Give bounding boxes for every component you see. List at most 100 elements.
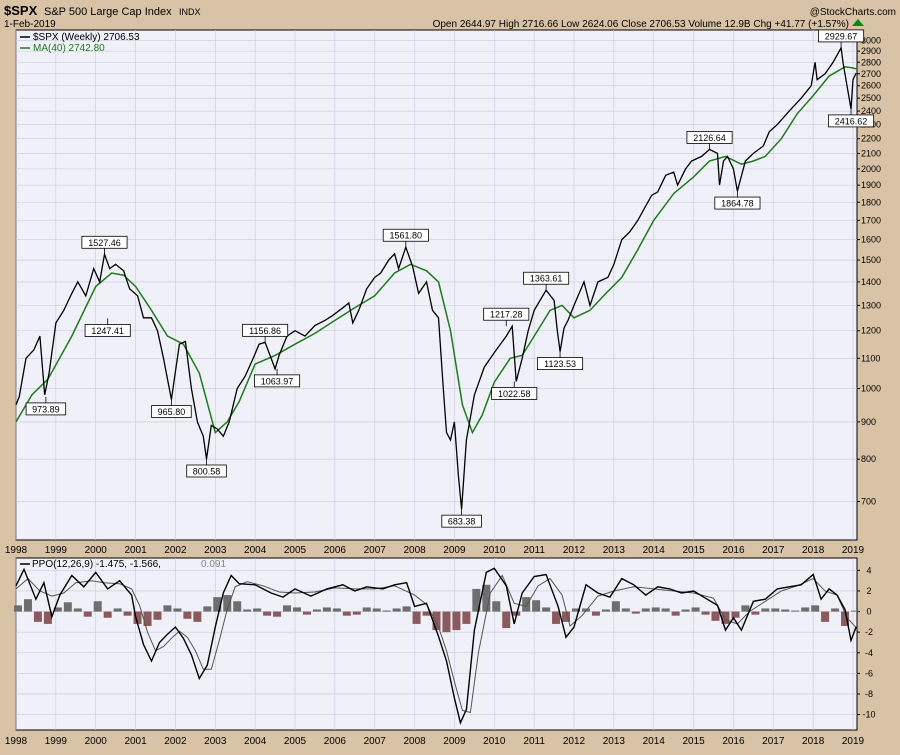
price-y-tick-label: 1900 [861,180,881,190]
ppo-histogram-bar [163,605,172,612]
ppo-histogram-bar [213,597,222,612]
ppo-histogram-bar [103,611,112,618]
ppo-legend-label: PPO(12,26,9) -1.475, -1.566, [32,559,161,570]
annotation-box [186,464,227,478]
annotation-label: 1022.58 [498,389,531,399]
ppo-histogram-bar [43,611,52,624]
ppo-histogram-bar [283,605,292,612]
ppo-histogram-bar [472,588,481,612]
ppo-histogram-bar [33,611,42,622]
annotation-box [81,235,128,249]
price-annotation: 2126.64 [686,131,733,150]
annotation-box [491,387,538,400]
price-y-tick-label: 2700 [861,69,881,79]
ppo-histogram-bar [741,605,750,612]
price-annotation: 1123.53 [537,351,584,371]
ppo-histogram-bar [13,605,22,612]
ppo-x-tick-label: 2002 [164,736,187,747]
ppo-histogram-bar [801,607,810,612]
ppo-histogram-bar [183,611,192,619]
ppo-histogram-bar [502,611,511,629]
ppo-histogram-bar [572,608,581,612]
ppo-histogram-bar [63,602,72,612]
ppo-histogram-bar [452,611,461,631]
annotation-label: 1864.78 [721,199,754,209]
price-annotation: 965.80 [151,399,192,418]
price-y-tick-label: 1300 [861,300,881,310]
ppo-histogram-bar [253,608,262,612]
ppo-histogram-bar [412,611,421,624]
price-y-tick-label: 2900 [861,46,881,56]
price-y-tick-label: 1700 [861,215,881,225]
price-annotation: 1217.28 [483,307,530,327]
ppo-histogram-bar [263,611,272,616]
price-x-tick-label: 2002 [164,545,187,556]
ppo-histogram-bar [671,611,680,616]
annotation-box [254,374,301,388]
price-x-tick-label: 2013 [603,545,626,556]
price-y-tick-label: 1500 [861,255,881,265]
price-annotation: 1156.86 [242,323,289,343]
annotation-label: 1527.46 [88,238,121,248]
ppo-histogram-bar [751,611,760,615]
annotation-label: 2416.62 [835,116,868,126]
price-legend-label: $SPX (Weekly) 2706.53 [33,32,140,43]
ppo-histogram-bar [173,608,182,612]
annotation-box [382,228,429,242]
annotation-box [537,357,584,371]
price-y-tick-label: 800 [861,454,876,464]
up-triangle-icon [852,19,864,26]
ppo-histogram-bar [233,601,242,612]
ppo-histogram-bar [591,611,600,616]
price-y-tick-label: 2400 [861,106,881,116]
ppo-histogram-bar [482,584,491,612]
annotation-label: 1123.53 [544,359,576,369]
annotation-box [441,514,482,528]
ppo-histogram-bar [581,608,590,612]
price-x-tick-label: 2007 [364,545,387,556]
price-x-tick-label: 2015 [682,545,705,556]
ppo-x-tick-label: 2004 [244,736,267,747]
annotation-label: 1247.41 [91,326,124,336]
ppo-histogram-bar [372,608,381,612]
price-x-tick-label: 2004 [244,545,267,556]
ppo-x-tick-label: 2015 [682,736,705,747]
ppo-histogram-bar [721,611,730,624]
ppo-histogram-bar [781,609,790,612]
ppo-histogram-bar [402,606,411,612]
price-x-tick-label: 2000 [85,545,108,556]
ppo-histogram-bar [542,607,551,612]
price-x-tick-label: 2001 [124,545,147,556]
ppo-histogram-bar [422,611,431,616]
price-x-tick-label: 2012 [563,545,586,556]
ppo-histogram [13,584,860,633]
ppo-histogram-bar [133,611,142,624]
price-y-tick-label: 1000 [861,384,881,394]
ppo-histogram-bar [681,609,690,612]
ppo-histogram-bar [851,610,860,612]
ppo-x-tick-label: 2005 [284,736,307,747]
annotation-box [25,402,67,416]
annotation-label: 1063.97 [261,376,294,386]
ppo-histogram-bar [392,608,401,612]
ppo-x-tick-label: 1998 [5,736,28,747]
price-line [15,45,857,510]
ppo-histogram-bar [562,611,571,622]
ppo-histogram-bar [532,600,541,612]
ppo-y-tick-label: -6 [865,668,873,678]
ppo-x-tick-label: 2010 [483,736,506,747]
ppo-histogram-bar [601,609,610,612]
annotation-label: 1217.28 [490,310,523,320]
price-x-tick-label: 1999 [45,545,68,556]
price-x-tick-label: 2016 [722,545,745,556]
ppo-x-tick-label: 2001 [124,736,147,747]
ppo-histogram-bar [611,601,620,612]
price-x-tick-label: 2019 [842,545,865,556]
ppo-x-tick-label: 2013 [603,736,626,747]
ppo-y-tick-label: -8 [865,689,873,699]
price-annotation: 1527.46 [81,235,128,255]
ppo-histogram-bar [312,609,321,612]
price-annotation: 1247.41 [84,318,131,337]
price-x-axis: 1998 1999 2000 2001 2002 2003 2004 2005 2006 2007… [5,545,865,556]
